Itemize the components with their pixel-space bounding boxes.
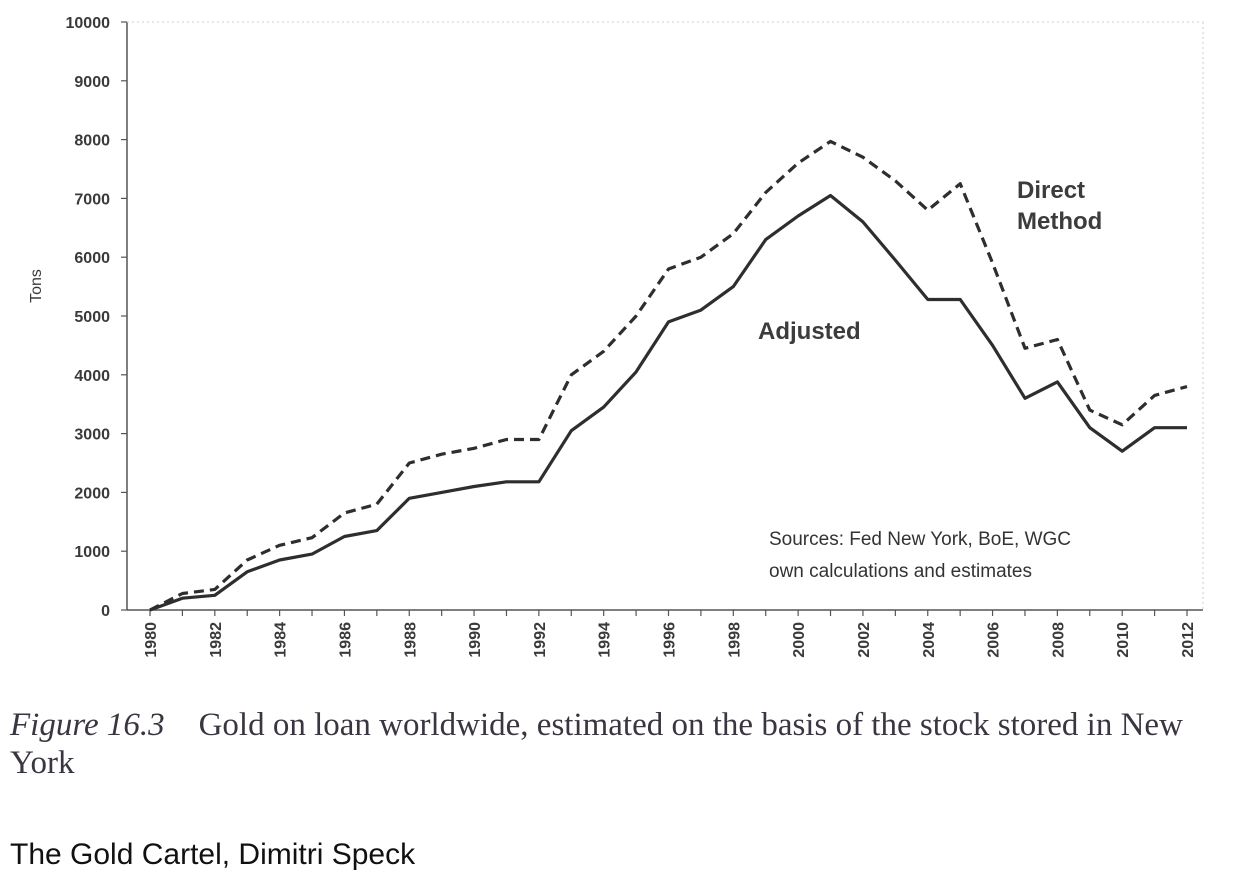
x-tick-label: 2010 [1115, 622, 1132, 658]
y-tick-label: 4000 [74, 368, 110, 385]
figure-label: Figure 16.3 [10, 707, 165, 743]
x-tick-label: 2006 [986, 622, 1003, 658]
x-tick-label: 1998 [726, 622, 743, 658]
sources-note-line2: own calculations and estimates [769, 561, 1032, 582]
x-tick-label: 2004 [921, 622, 938, 658]
sources-note-line1: Sources: Fed New York, BoE, WGC [769, 529, 1071, 550]
y-tick-label: 6000 [74, 250, 110, 267]
x-tick-label: 1990 [467, 622, 484, 658]
x-tick-label: 1984 [273, 622, 290, 658]
direct-method-label-line1: Direct [1017, 177, 1085, 204]
y-tick-label: 0 [101, 603, 110, 620]
x-tick-label: 1992 [532, 622, 549, 658]
x-tick-label: 2012 [1180, 622, 1197, 658]
x-tick-label: 1996 [662, 622, 679, 658]
x-tick-label: 2002 [856, 622, 873, 658]
chart: 0 1000 2000 3000 4000 5000 6000 7000 8000 9000 100… [28, 15, 1204, 658]
x-tick-label: 1986 [337, 622, 354, 658]
series-line-adjusted [149, 193, 1187, 612]
x-tick-label: 1988 [402, 622, 419, 658]
x-tick-label: 1994 [597, 622, 614, 658]
x-tick-label: 2008 [1050, 622, 1067, 658]
x-tick-label: 2000 [791, 622, 808, 658]
x-tick-label: 1980 [143, 622, 160, 658]
y-tick-label: 5000 [74, 309, 110, 326]
y-tick-label: 7000 [74, 191, 110, 208]
y-axis-label: Tons [28, 269, 45, 303]
caption-text: Gold on loan worldwide, estimated on the… [10, 707, 1183, 781]
y-tick-label: 3000 [74, 427, 110, 444]
series-group [149, 139, 1188, 612]
y-tick-label: 10000 [66, 15, 111, 32]
y-tick-label: 8000 [74, 133, 110, 150]
y-tick-label: 2000 [74, 485, 110, 502]
y-tick-label: 9000 [74, 74, 110, 91]
x-ticks: 1980 1982 1984 1986 1988 1990 1992 1994 1996 1998… [143, 610, 1197, 658]
series-line-direct-method [149, 139, 1188, 612]
book-credit: The Gold Cartel, Dimitri Speck [10, 838, 416, 871]
adjusted-label: Adjusted [758, 318, 861, 345]
direct-method-label-line2: Method [1017, 208, 1102, 235]
figure-caption: Figure 16.3 Gold on loan worldwide, estim… [10, 706, 1235, 782]
y-ticks: 0 1000 2000 3000 4000 5000 6000 7000 8000 9000 100… [66, 15, 127, 620]
x-tick-label: 1982 [208, 622, 225, 658]
y-tick-label: 1000 [74, 544, 110, 561]
